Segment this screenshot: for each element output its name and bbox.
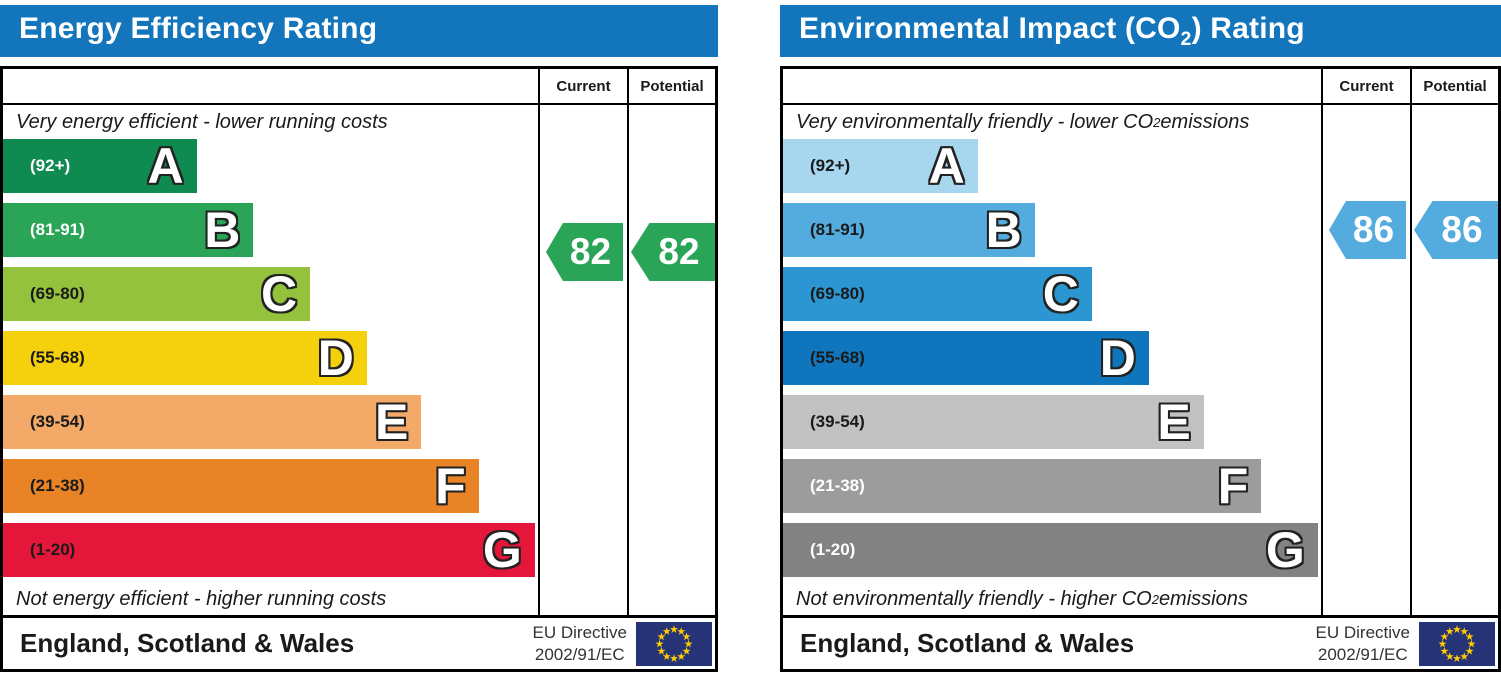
energy-efficiency-chart: Energy Efficiency Rating Current Potenti… — [0, 5, 718, 672]
potential-rating-value: 82 — [658, 231, 700, 272]
band-b: (81-91) B — [3, 202, 254, 258]
band-e: (39-54) E — [783, 395, 1204, 449]
bands-area: Very environmentally friendly - lower CO… — [783, 105, 1323, 615]
band-f-letter: F — [1217, 458, 1249, 514]
band-f-range-label: (21-38) — [810, 476, 865, 495]
current-rating-value: 86 — [1352, 209, 1395, 250]
band-f-range-label: (21-38) — [30, 476, 85, 495]
chart-title: Environmental Impact (CO2) Rating — [799, 11, 1305, 50]
region-label: England, Scotland & Wales — [800, 628, 1135, 658]
band-a-range-label: (92+) — [810, 156, 851, 175]
band-c-range-label: (69-80) — [30, 284, 85, 303]
band-d: (55-68) D — [3, 331, 367, 385]
region-label: England, Scotland & Wales — [20, 628, 355, 658]
environmental-impact-chart: Environmental Impact (CO2) Rating Curren… — [780, 5, 1501, 672]
band-b-letter: B — [204, 202, 241, 258]
chart-footer: England, Scotland & Wales EU Directive 20… — [783, 615, 1498, 669]
chart-title-bar: Energy Efficiency Rating — [0, 5, 718, 57]
band-g: (1-20) G — [3, 523, 535, 577]
band-c-letter: C — [1042, 266, 1079, 322]
eu-flag-icon — [636, 621, 712, 666]
current-rating-value: 82 — [569, 231, 612, 272]
band-b: (81-91) B — [783, 203, 1035, 257]
band-d-letter: D — [1099, 330, 1136, 386]
band-b-range-label: (81-91) — [30, 220, 85, 239]
band-d-range-label: (55-68) — [810, 348, 865, 367]
band-d-letter: D — [317, 330, 354, 386]
band-d: (55-68) D — [783, 331, 1149, 385]
band-c: (69-80) C — [783, 267, 1092, 321]
potential-column-cell: 86 — [1412, 105, 1498, 615]
band-b-letter: B — [985, 202, 1022, 258]
caption-top: Very energy efficient - lower running co… — [16, 110, 388, 133]
current-column-header: Current — [1323, 69, 1412, 105]
chart-title: Energy Efficiency Rating — [19, 11, 378, 45]
current-column-cell: 82 — [540, 105, 629, 615]
band-e-range-label: (39-54) — [810, 412, 865, 431]
potential-rating-arrow: 82 — [631, 223, 715, 281]
caption-bottom: Not environmentally friendly - higher CO… — [796, 587, 1248, 610]
potential-column-header: Potential — [1412, 69, 1498, 105]
table-header-spacer — [3, 69, 540, 105]
current-rating-arrow: 86 — [1329, 201, 1406, 259]
caption-top: Very environmentally friendly - lower CO… — [796, 110, 1250, 133]
footer-right-group: EU Directive 2002/91/EC — [532, 621, 712, 666]
band-e-letter: E — [1157, 394, 1191, 450]
rating-table: Current Potential Very environmentally f… — [780, 66, 1501, 672]
chart-title-bar: Environmental Impact (CO2) Rating — [780, 5, 1501, 57]
eu-flag-icon — [1419, 621, 1495, 666]
band-a-letter: A — [928, 138, 965, 194]
band-e: (39-54) E — [3, 394, 422, 450]
band-c: (69-80) C — [3, 266, 311, 322]
chart-footer: England, Scotland & Wales EU Directive 20… — [3, 615, 715, 669]
potential-column-cell: 82 — [629, 105, 715, 615]
band-g-letter: G — [482, 522, 522, 578]
band-g-range-label: (1-20) — [810, 540, 856, 559]
band-a-letter: A — [147, 138, 184, 194]
band-f-letter: F — [435, 458, 466, 514]
band-g-range-label: (1-20) — [30, 540, 76, 559]
band-d-range-label: (55-68) — [30, 348, 85, 367]
band-f: (21-38) F — [783, 458, 1262, 514]
band-g: (1-20) G — [783, 523, 1318, 577]
potential-column-header: Potential — [629, 69, 715, 105]
footer-right-group: EU Directive 2002/91/EC — [1315, 621, 1495, 666]
band-f: (21-38) F — [3, 459, 479, 513]
eu-directive-label: EU Directive 2002/91/EC — [532, 623, 627, 664]
table-header-spacer — [783, 69, 1323, 105]
band-a: (92+) A — [3, 139, 197, 193]
band-e-letter: E — [375, 394, 409, 450]
current-column-header: Current — [540, 69, 629, 105]
current-column-cell: 86 — [1323, 105, 1412, 615]
current-rating-arrow: 82 — [546, 223, 623, 281]
band-b-range-label: (81-91) — [810, 220, 865, 239]
band-c-range-label: (69-80) — [810, 284, 865, 303]
band-c-letter: C — [260, 266, 298, 322]
band-a: (92+) A — [783, 139, 978, 193]
potential-rating-value: 86 — [1441, 209, 1483, 250]
band-e-range-label: (39-54) — [30, 412, 85, 431]
caption-bottom: Not energy efficient - higher running co… — [16, 587, 387, 610]
rating-table: Current Potential Very energy efficient … — [0, 66, 718, 672]
bands-area: Very energy efficient - lower running co… — [3, 105, 540, 615]
band-g-letter: G — [1265, 522, 1305, 578]
band-a-range-label: (92+) — [30, 156, 71, 175]
potential-rating-arrow: 86 — [1414, 201, 1498, 259]
eu-directive-label: EU Directive 2002/91/EC — [1315, 623, 1410, 664]
